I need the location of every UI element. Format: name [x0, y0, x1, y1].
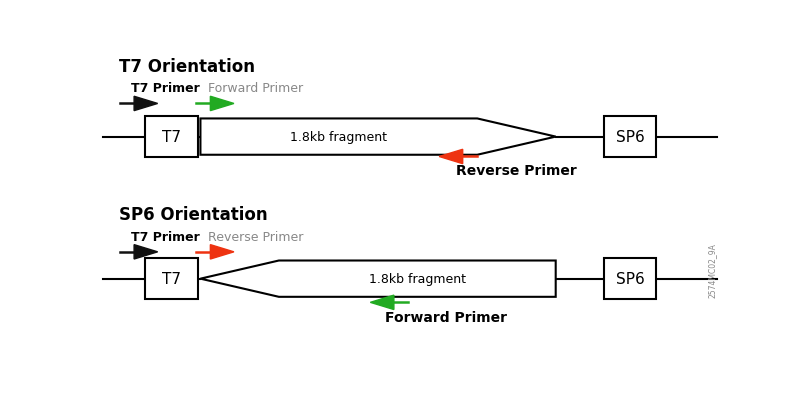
Text: T7 Primer: T7 Primer [131, 230, 200, 243]
FancyBboxPatch shape [604, 258, 657, 299]
Polygon shape [134, 245, 158, 259]
Text: T7: T7 [162, 272, 181, 286]
Text: T7 Orientation: T7 Orientation [118, 57, 254, 75]
FancyBboxPatch shape [604, 117, 657, 158]
Polygon shape [134, 97, 158, 111]
Polygon shape [201, 119, 556, 155]
Text: Forward Primer: Forward Primer [386, 310, 507, 324]
Polygon shape [210, 245, 234, 259]
Text: Forward Primer: Forward Primer [209, 82, 304, 95]
Polygon shape [370, 295, 394, 310]
Text: Reverse Primer: Reverse Primer [457, 163, 578, 178]
Text: 2574MC02_9A: 2574MC02_9A [708, 242, 717, 297]
FancyBboxPatch shape [145, 117, 198, 158]
Text: 1.8kb fragment: 1.8kb fragment [290, 131, 387, 144]
Text: T7 Primer: T7 Primer [131, 82, 200, 95]
Polygon shape [201, 261, 556, 297]
Polygon shape [210, 97, 234, 111]
Text: T7: T7 [162, 130, 181, 145]
Polygon shape [439, 150, 462, 164]
Text: SP6 Orientation: SP6 Orientation [118, 205, 267, 223]
FancyBboxPatch shape [145, 258, 198, 299]
Text: 1.8kb fragment: 1.8kb fragment [369, 272, 466, 285]
Text: SP6: SP6 [616, 130, 645, 145]
Text: Reverse Primer: Reverse Primer [209, 230, 304, 243]
Text: SP6: SP6 [616, 272, 645, 286]
